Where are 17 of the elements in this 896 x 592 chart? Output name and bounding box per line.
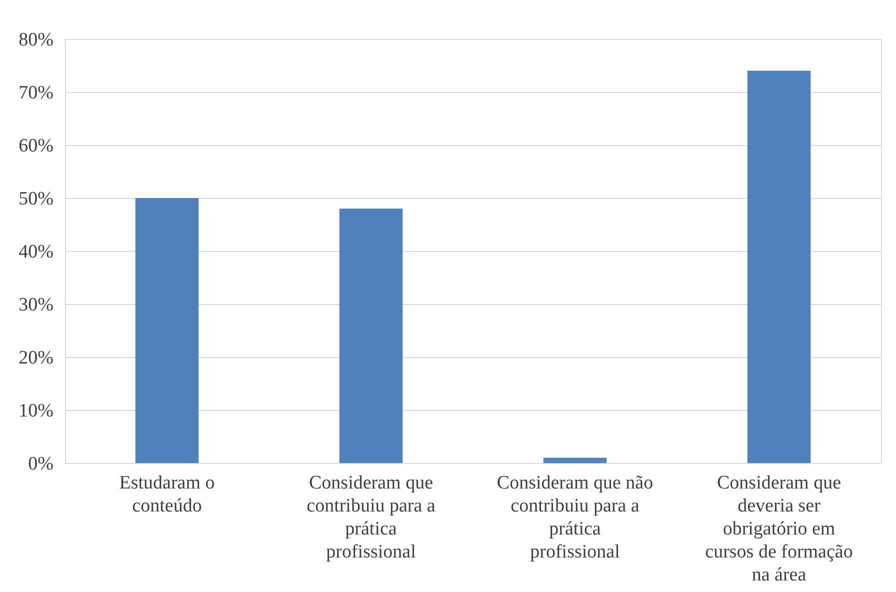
- x-tick-label: Consideram que não contribuiu para a prática profissional: [496, 472, 654, 562]
- x-tick-label: Consideram que deveria ser obrigatório em cursos de formação na área: [705, 472, 853, 586]
- x-tick-label: Consideram que contribuiu para a prática profissional: [306, 472, 436, 562]
- y-tick-label: 60%: [18, 136, 54, 156]
- bar: [135, 198, 199, 463]
- y-tick-label: 50%: [18, 188, 54, 210]
- bar: [747, 70, 811, 463]
- y-tick-label: 20%: [18, 348, 54, 368]
- bar: [543, 458, 607, 463]
- bar: [339, 208, 403, 463]
- y-tick-label: 0%: [28, 454, 54, 474]
- y-tick-label: 10%: [18, 400, 54, 422]
- x-tick-label: Estudaram o conteúdo: [119, 472, 215, 516]
- y-tick-label: 70%: [18, 82, 54, 104]
- y-tick-label: 80%: [18, 30, 54, 50]
- y-tick-label: 30%: [18, 294, 54, 316]
- y-tick-label: 40%: [18, 242, 54, 262]
